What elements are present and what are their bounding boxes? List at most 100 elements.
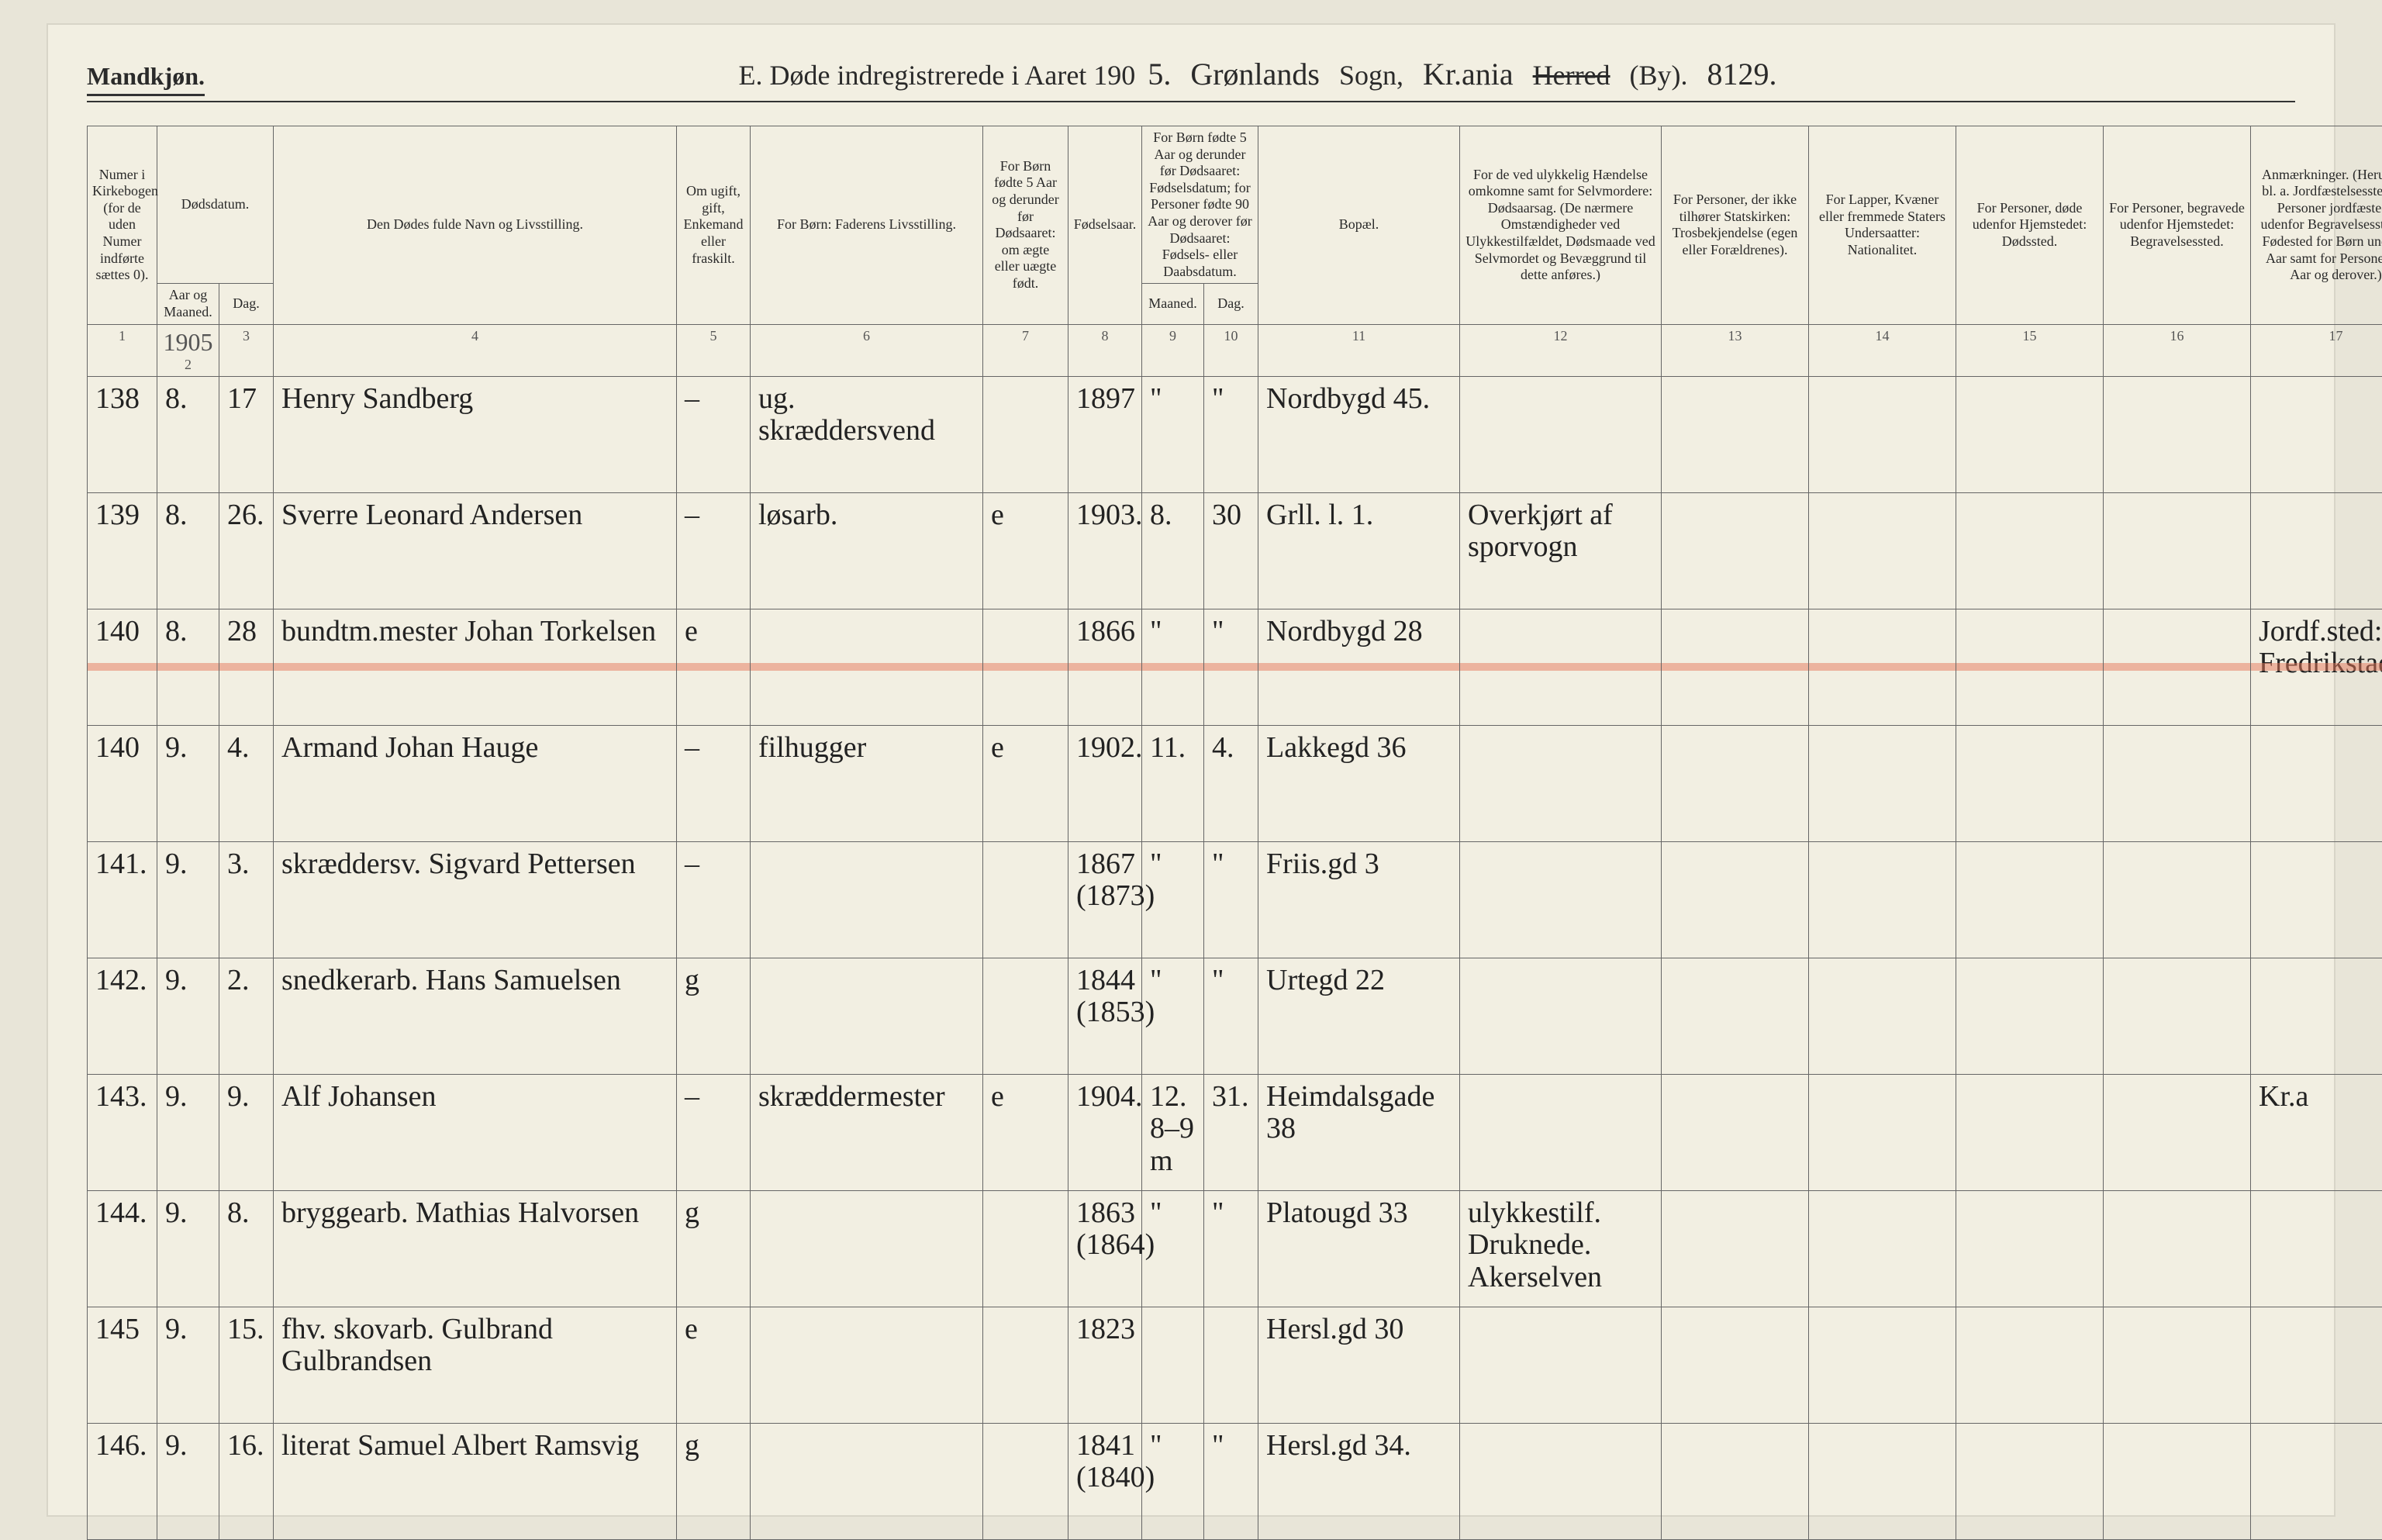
cell-name: Sverre Leonard Andersen — [274, 492, 677, 609]
cell-mon: 8. — [157, 609, 219, 725]
col-header-nationality: For Lapper, Kvæner eller fremmede Stater… — [1809, 126, 1956, 325]
cell-c14 — [2104, 492, 2251, 609]
col-header-num: Numer i Kirkebogen (for de uden Numer in… — [88, 126, 157, 325]
cell-c14 — [2104, 1190, 2251, 1307]
cell-father — [751, 1190, 983, 1307]
colnum: 1 — [88, 324, 157, 376]
cell-c15 — [2251, 376, 2382, 492]
cell-c14 — [2104, 841, 2251, 958]
table-row: 144.9.8.bryggearb. Mathias Halvorseng186… — [88, 1190, 2382, 1307]
cell-name: Alf Johansen — [274, 1074, 677, 1190]
cell-status: – — [677, 725, 751, 841]
cell-name: snedkerarb. Hans Samuelsen — [274, 958, 677, 1074]
cell-status: – — [677, 492, 751, 609]
parish-name: Grønlands — [1190, 56, 1320, 92]
district-name: Kr.ania — [1423, 56, 1514, 92]
cell-status: g — [677, 1190, 751, 1307]
cell-c13 — [1956, 492, 2104, 609]
cell-c15 — [2251, 1423, 2382, 1539]
col-sub-birthmonth: Maaned. — [1142, 284, 1204, 324]
herred-label: Herred — [1533, 59, 1610, 92]
cell-c15: Kr.a — [2251, 1074, 2382, 1190]
table-body: 1388.17Henry Sandberg–ug. skræddersvend1… — [88, 376, 2382, 1539]
cell-bmon — [1142, 1307, 1204, 1423]
cell-c11 — [1662, 1074, 1809, 1190]
cell-legit: e — [983, 492, 1068, 609]
cell-status: g — [677, 1423, 751, 1539]
cell-cause — [1460, 376, 1662, 492]
cell-father — [751, 841, 983, 958]
cell-c15 — [2251, 841, 2382, 958]
cell-cause — [1460, 1423, 1662, 1539]
cell-day: 2. — [219, 958, 274, 1074]
cell-byear: 1844 (1853) — [1068, 958, 1142, 1074]
colnum: 8 — [1068, 324, 1142, 376]
cell-c15 — [2251, 1190, 2382, 1307]
cell-day: 8. — [219, 1190, 274, 1307]
cell-name: skræddersv. Sigvard Pettersen — [274, 841, 677, 958]
cell-father — [751, 958, 983, 1074]
cell-father — [751, 1307, 983, 1423]
cell-day: 9. — [219, 1074, 274, 1190]
cell-byear: 1863 (1864) — [1068, 1190, 1142, 1307]
colnum: 17 — [2251, 324, 2382, 376]
cell-c11 — [1662, 1190, 1809, 1307]
cell-legit: e — [983, 1074, 1068, 1190]
cell-c12 — [1809, 609, 1956, 725]
page-header: Mandkjøn. E. Døde indregistrerede i Aare… — [87, 56, 2295, 102]
cell-c13 — [1956, 958, 2104, 1074]
cell-mon: 9. — [157, 725, 219, 841]
cell-father — [751, 1423, 983, 1539]
cell-c12 — [1809, 725, 1956, 841]
cell-c14 — [2104, 1307, 2251, 1423]
cell-cause — [1460, 958, 1662, 1074]
cell-c11 — [1662, 609, 1809, 725]
col-header-faith: For Personer, der ikke tilhører Statskir… — [1662, 126, 1809, 325]
cell-residence: Platougd 33 — [1258, 1190, 1460, 1307]
cell-c15: Jordf.sted: Fredrikstad — [2251, 609, 2382, 725]
cell-bmon: 12. 8–9 m — [1142, 1074, 1204, 1190]
cell-c15 — [2251, 492, 2382, 609]
cell-status: – — [677, 376, 751, 492]
cell-day: 17 — [219, 376, 274, 492]
column-number-row: 1 1905 2 3 4 5 6 7 8 9 10 11 12 13 14 15… — [88, 324, 2382, 376]
cell-c12 — [1809, 376, 1956, 492]
cell-name: literat Samuel Albert Ramsvig — [274, 1423, 677, 1539]
title-prefix: E. Døde indregistrerede i Aaret 190 — [738, 59, 1135, 92]
cell-status: – — [677, 841, 751, 958]
cell-legit: e — [983, 725, 1068, 841]
colnum: 13 — [1662, 324, 1809, 376]
cell-mon: 9. — [157, 1074, 219, 1190]
col-header-burialplace: For Personer, begravede udenfor Hjemsted… — [2104, 126, 2251, 325]
cell-num: 143. — [88, 1074, 157, 1190]
cell-c13 — [1956, 725, 2104, 841]
cell-mon: 9. — [157, 841, 219, 958]
cell-bmon: " — [1142, 609, 1204, 725]
cell-name: Armand Johan Hauge — [274, 725, 677, 841]
cell-status: e — [677, 1307, 751, 1423]
col-header-residence: Bopæl. — [1258, 126, 1460, 325]
colnum: 3 — [219, 324, 274, 376]
cell-num: 140 — [88, 725, 157, 841]
cell-c13 — [1956, 609, 2104, 725]
cell-bday: " — [1204, 376, 1258, 492]
colnum: 5 — [677, 324, 751, 376]
cell-bday: " — [1204, 609, 1258, 725]
cell-bday: 31. — [1204, 1074, 1258, 1190]
col-header-deathplace: For Personer, døde udenfor Hjemstedet: D… — [1956, 126, 2104, 325]
cell-cause — [1460, 841, 1662, 958]
cell-num: 145 — [88, 1307, 157, 1423]
cell-c14 — [2104, 1074, 2251, 1190]
cell-name: Henry Sandberg — [274, 376, 677, 492]
cell-residence: Hersl.gd 34. — [1258, 1423, 1460, 1539]
cell-c12 — [1809, 1190, 1956, 1307]
cell-mon: 9. — [157, 1423, 219, 1539]
cell-day: 15. — [219, 1307, 274, 1423]
cell-legit — [983, 841, 1068, 958]
colnum: 4 — [274, 324, 677, 376]
cell-num: 140 — [88, 609, 157, 725]
cell-byear: 1904. — [1068, 1074, 1142, 1190]
col-header-birthyear: Fødselsaar. — [1068, 126, 1142, 325]
cell-byear: 1867 (1873) — [1068, 841, 1142, 958]
cell-c12 — [1809, 1307, 1956, 1423]
